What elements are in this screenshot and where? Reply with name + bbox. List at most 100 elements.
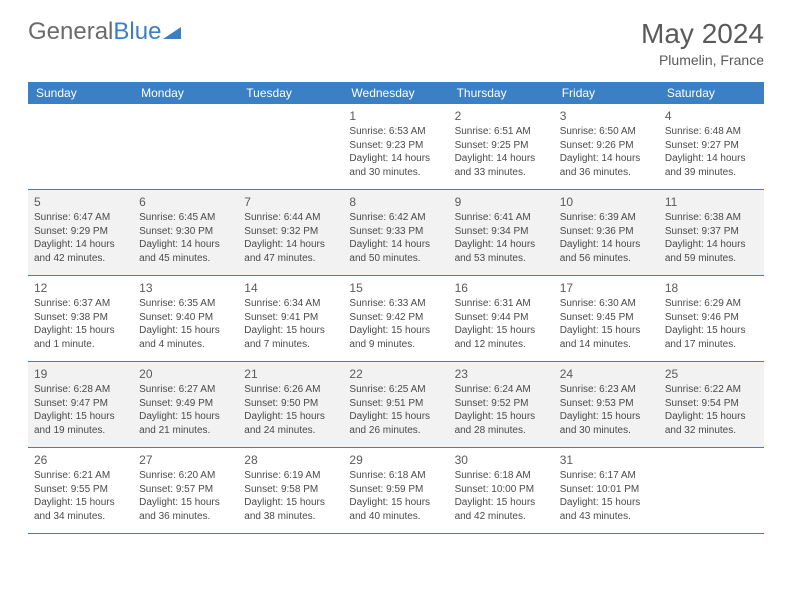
calendar-header-cell: Wednesday — [343, 82, 448, 104]
daylight-line: Daylight: 14 hours and 59 minutes. — [665, 238, 758, 265]
daylight-line: Daylight: 14 hours and 36 minutes. — [560, 152, 653, 179]
sunset-line: Sunset: 9:34 PM — [455, 225, 548, 239]
calendar-cell: 19Sunrise: 6:28 AMSunset: 9:47 PMDayligh… — [28, 362, 133, 448]
sunrise-line: Sunrise: 6:19 AM — [244, 469, 337, 483]
sunrise-line: Sunrise: 6:28 AM — [34, 383, 127, 397]
sunset-line: Sunset: 9:46 PM — [665, 311, 758, 325]
day-number: 31 — [560, 452, 653, 468]
daylight-line: Daylight: 15 hours and 12 minutes. — [455, 324, 548, 351]
calendar-cell: 14Sunrise: 6:34 AMSunset: 9:41 PMDayligh… — [238, 276, 343, 362]
sunrise-line: Sunrise: 6:33 AM — [349, 297, 442, 311]
calendar-cell — [28, 104, 133, 190]
sunrise-line: Sunrise: 6:29 AM — [665, 297, 758, 311]
daylight-line: Daylight: 14 hours and 33 minutes. — [455, 152, 548, 179]
calendar-cell: 28Sunrise: 6:19 AMSunset: 9:58 PMDayligh… — [238, 448, 343, 534]
day-number: 27 — [139, 452, 232, 468]
title-month: May 2024 — [641, 18, 764, 50]
day-number: 20 — [139, 366, 232, 382]
sunset-line: Sunset: 9:40 PM — [139, 311, 232, 325]
calendar-cell: 13Sunrise: 6:35 AMSunset: 9:40 PMDayligh… — [133, 276, 238, 362]
calendar-cell: 10Sunrise: 6:39 AMSunset: 9:36 PMDayligh… — [554, 190, 659, 276]
calendar-cell — [238, 104, 343, 190]
day-number: 26 — [34, 452, 127, 468]
sunrise-line: Sunrise: 6:47 AM — [34, 211, 127, 225]
day-number: 29 — [349, 452, 442, 468]
daylight-line: Daylight: 15 hours and 34 minutes. — [34, 496, 127, 523]
logo-text-blue: Blue — [113, 18, 161, 46]
triangle-icon — [163, 18, 181, 46]
sunrise-line: Sunrise: 6:17 AM — [560, 469, 653, 483]
day-number: 5 — [34, 194, 127, 210]
day-number: 13 — [139, 280, 232, 296]
sunrise-line: Sunrise: 6:39 AM — [560, 211, 653, 225]
daylight-line: Daylight: 15 hours and 43 minutes. — [560, 496, 653, 523]
sunset-line: Sunset: 9:54 PM — [665, 397, 758, 411]
calendar-cell: 18Sunrise: 6:29 AMSunset: 9:46 PMDayligh… — [659, 276, 764, 362]
daylight-line: Daylight: 14 hours and 30 minutes. — [349, 152, 442, 179]
calendar-header-cell: Thursday — [449, 82, 554, 104]
calendar-header-cell: Monday — [133, 82, 238, 104]
sunset-line: Sunset: 9:59 PM — [349, 483, 442, 497]
daylight-line: Daylight: 15 hours and 17 minutes. — [665, 324, 758, 351]
daylight-line: Daylight: 15 hours and 24 minutes. — [244, 410, 337, 437]
sunset-line: Sunset: 9:41 PM — [244, 311, 337, 325]
calendar-cell: 1Sunrise: 6:53 AMSunset: 9:23 PMDaylight… — [343, 104, 448, 190]
sunset-line: Sunset: 9:53 PM — [560, 397, 653, 411]
daylight-line: Daylight: 15 hours and 19 minutes. — [34, 410, 127, 437]
day-number: 14 — [244, 280, 337, 296]
sunrise-line: Sunrise: 6:26 AM — [244, 383, 337, 397]
daylight-line: Daylight: 15 hours and 4 minutes. — [139, 324, 232, 351]
calendar-cell: 9Sunrise: 6:41 AMSunset: 9:34 PMDaylight… — [449, 190, 554, 276]
sunrise-line: Sunrise: 6:45 AM — [139, 211, 232, 225]
day-number: 9 — [455, 194, 548, 210]
day-number: 24 — [560, 366, 653, 382]
day-number: 21 — [244, 366, 337, 382]
calendar-cell: 16Sunrise: 6:31 AMSunset: 9:44 PMDayligh… — [449, 276, 554, 362]
day-number: 1 — [349, 108, 442, 124]
sunset-line: Sunset: 9:52 PM — [455, 397, 548, 411]
calendar-cell: 6Sunrise: 6:45 AMSunset: 9:30 PMDaylight… — [133, 190, 238, 276]
sunrise-line: Sunrise: 6:42 AM — [349, 211, 442, 225]
calendar-header-cell: Friday — [554, 82, 659, 104]
daylight-line: Daylight: 15 hours and 40 minutes. — [349, 496, 442, 523]
sunset-line: Sunset: 9:50 PM — [244, 397, 337, 411]
calendar-cell: 8Sunrise: 6:42 AMSunset: 9:33 PMDaylight… — [343, 190, 448, 276]
calendar-header-row: SundayMondayTuesdayWednesdayThursdayFrid… — [28, 82, 764, 104]
sunrise-line: Sunrise: 6:20 AM — [139, 469, 232, 483]
calendar-cell: 23Sunrise: 6:24 AMSunset: 9:52 PMDayligh… — [449, 362, 554, 448]
day-number: 17 — [560, 280, 653, 296]
calendar-cell: 27Sunrise: 6:20 AMSunset: 9:57 PMDayligh… — [133, 448, 238, 534]
sunset-line: Sunset: 9:57 PM — [139, 483, 232, 497]
calendar-cell — [659, 448, 764, 534]
daylight-line: Daylight: 15 hours and 38 minutes. — [244, 496, 337, 523]
sunrise-line: Sunrise: 6:34 AM — [244, 297, 337, 311]
sunrise-line: Sunrise: 6:37 AM — [34, 297, 127, 311]
sunset-line: Sunset: 9:27 PM — [665, 139, 758, 153]
day-number: 19 — [34, 366, 127, 382]
sunset-line: Sunset: 9:51 PM — [349, 397, 442, 411]
daylight-line: Daylight: 15 hours and 14 minutes. — [560, 324, 653, 351]
day-number: 18 — [665, 280, 758, 296]
day-number: 25 — [665, 366, 758, 382]
day-number: 3 — [560, 108, 653, 124]
daylight-line: Daylight: 15 hours and 42 minutes. — [455, 496, 548, 523]
sunrise-line: Sunrise: 6:35 AM — [139, 297, 232, 311]
sunset-line: Sunset: 9:47 PM — [34, 397, 127, 411]
sunset-line: Sunset: 9:49 PM — [139, 397, 232, 411]
calendar-header-cell: Sunday — [28, 82, 133, 104]
calendar-cell: 11Sunrise: 6:38 AMSunset: 9:37 PMDayligh… — [659, 190, 764, 276]
calendar-cell: 30Sunrise: 6:18 AMSunset: 10:00 PMDaylig… — [449, 448, 554, 534]
sunrise-line: Sunrise: 6:27 AM — [139, 383, 232, 397]
sunset-line: Sunset: 9:32 PM — [244, 225, 337, 239]
sunset-line: Sunset: 9:23 PM — [349, 139, 442, 153]
daylight-line: Daylight: 14 hours and 53 minutes. — [455, 238, 548, 265]
calendar-cell: 17Sunrise: 6:30 AMSunset: 9:45 PMDayligh… — [554, 276, 659, 362]
daylight-line: Daylight: 14 hours and 45 minutes. — [139, 238, 232, 265]
sunrise-line: Sunrise: 6:51 AM — [455, 125, 548, 139]
daylight-line: Daylight: 15 hours and 26 minutes. — [349, 410, 442, 437]
sunset-line: Sunset: 9:42 PM — [349, 311, 442, 325]
daylight-line: Daylight: 14 hours and 39 minutes. — [665, 152, 758, 179]
calendar-cell: 25Sunrise: 6:22 AMSunset: 9:54 PMDayligh… — [659, 362, 764, 448]
sunrise-line: Sunrise: 6:23 AM — [560, 383, 653, 397]
sunset-line: Sunset: 9:37 PM — [665, 225, 758, 239]
